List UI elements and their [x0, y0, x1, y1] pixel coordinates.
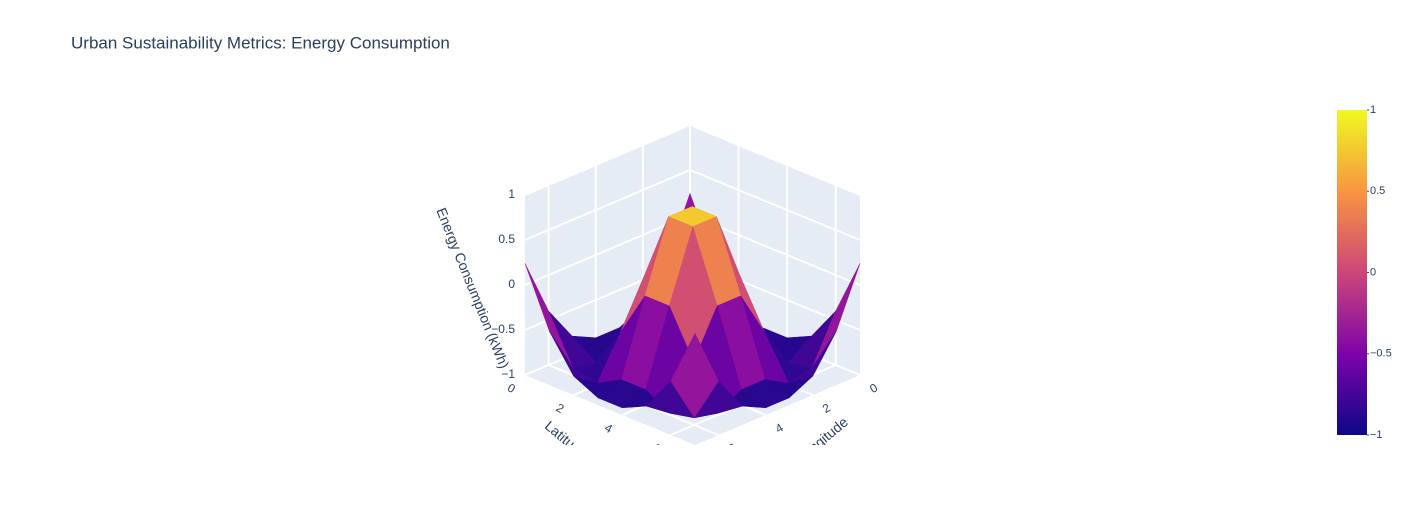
z-tick-label: −0.5	[491, 322, 515, 336]
grid-line	[524, 168, 861, 241]
y-tick-label: 4	[773, 420, 786, 436]
x-tick-label: 2	[554, 401, 567, 417]
grid-line	[524, 123, 861, 196]
z-tick-label: 0.5	[498, 232, 515, 246]
colorbar: −1 −0.5 0 0.5 1	[1337, 104, 1392, 441]
x-tick-label: 4	[602, 421, 615, 437]
colorbar-tick-label: 0	[1370, 266, 1376, 278]
scene: 0 2 4 6 0 2 4 6 −1 −0.5 0 0.5 1 Latitude Longitude Ener…	[433, 123, 880, 465]
z-tick-label: 0	[508, 277, 515, 291]
colorbar-tick-label: −1	[1370, 429, 1383, 441]
z-axis-title: Energy Consumption (kWh)	[433, 205, 512, 370]
x-axis-title: Latitude	[542, 417, 591, 461]
x-tick-label: 0	[505, 381, 518, 397]
colorbar-gradient	[1337, 110, 1367, 435]
z-tick-label: −1	[501, 367, 515, 381]
z-tick-label: 1	[508, 187, 515, 201]
colorbar-tick-label: 1	[1370, 104, 1376, 116]
y-tick-label: 6	[726, 440, 739, 456]
surface-cell	[670, 332, 719, 419]
colorbar-tick-label: −0.5	[1370, 348, 1392, 360]
y-tick-label: 0	[867, 380, 880, 396]
x-tick-label: 6	[651, 441, 664, 457]
chart-title: Urban Sustainability Metrics: Energy Con…	[71, 33, 450, 52]
y-axis-title: Longitude	[793, 413, 851, 465]
colorbar-tick-label: 0.5	[1370, 185, 1385, 197]
y-tick-label: 2	[820, 400, 833, 416]
